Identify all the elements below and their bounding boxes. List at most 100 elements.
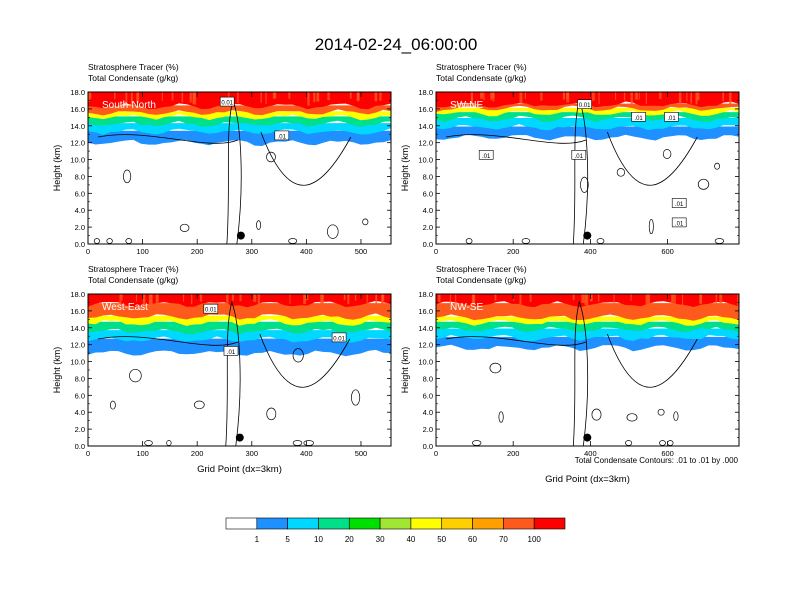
y-tick-label: 6.0 <box>75 189 85 198</box>
colorbar-swatch <box>533 517 566 530</box>
tracer-streak <box>191 294 193 305</box>
tracer-streak <box>313 92 316 103</box>
contour-footnote: Total Condensate Contours: .01 to .01 by… <box>575 456 739 465</box>
tracer-streak <box>566 92 569 100</box>
tracer-streak <box>327 92 330 101</box>
y-tick-label: 4.0 <box>75 408 85 417</box>
tracer-streak <box>540 92 543 101</box>
condensate-contour <box>97 134 239 144</box>
tracer-streak <box>586 294 589 308</box>
tracer-streak <box>678 92 682 105</box>
tracer-streak <box>638 92 640 100</box>
tracer-streak <box>645 294 649 305</box>
tracer-streak <box>562 92 565 100</box>
tracer-streak <box>288 92 291 99</box>
contour-label-box <box>571 150 587 160</box>
y-tick-label: 10.0 <box>418 358 433 367</box>
contour-label: .01 <box>278 134 287 140</box>
tracer-band-20 <box>88 321 391 335</box>
tracer-streak <box>265 92 267 104</box>
colorbar-swatch <box>225 517 258 530</box>
tracer-streak <box>598 294 600 302</box>
condensate-contour <box>498 411 504 423</box>
condensate-contour <box>351 389 361 406</box>
panel-subtitle-condensate: Total Condensate (g/kg) <box>436 73 526 83</box>
contour-label-box <box>331 332 347 343</box>
contour-label-box <box>274 130 290 141</box>
tracer-streak <box>289 294 291 304</box>
y-tick-label: 0.0 <box>423 442 433 451</box>
tracer-streak <box>671 294 675 303</box>
condensate-contour <box>266 407 277 421</box>
tracer-streak <box>253 294 257 302</box>
panels: Stratosphere Tracer (%)Total Condensate … <box>52 62 740 485</box>
contour-label: 0.01 <box>221 101 233 107</box>
y-tick-label: 10.0 <box>70 358 85 367</box>
y-axis-label: Height (km) <box>400 347 410 394</box>
tracer-streak <box>589 294 593 302</box>
tracer-streak <box>354 294 357 301</box>
condensate-contour <box>260 131 352 186</box>
plot-area <box>436 294 739 446</box>
colorbar-label: 5 <box>285 535 290 544</box>
colorbar-label: 20 <box>345 535 354 544</box>
panel-label: SW-NE <box>450 100 483 111</box>
tracer-streak <box>357 92 359 100</box>
x-tick-label: 100 <box>136 449 149 458</box>
tracer-streak <box>343 294 346 301</box>
condensate-contour <box>362 218 369 226</box>
tracer-streak <box>119 294 122 307</box>
contour-label-box <box>203 303 219 314</box>
tracer-streak <box>381 294 384 304</box>
y-tick-label: 10.0 <box>418 156 433 165</box>
tracer-streak <box>199 294 203 302</box>
contour-label-box <box>631 112 646 122</box>
contour-label: .01 <box>667 116 676 122</box>
y-tick-label: 12.0 <box>418 139 433 148</box>
chart-panel-2: Stratosphere Tracer (%)Total Condensate … <box>400 62 740 256</box>
x-tick-label: 200 <box>191 449 204 458</box>
condensate-contour <box>97 336 239 346</box>
panel-subtitle-condensate: Total Condensate (g/kg) <box>88 73 178 83</box>
tracer-streak <box>470 92 473 104</box>
tracer-streak <box>88 92 90 102</box>
plot-area: 0.01 .01 <box>88 92 391 244</box>
tracer-band-20 <box>436 321 739 333</box>
panel-label: South-North <box>102 100 156 111</box>
colorbar-label: 60 <box>468 535 477 544</box>
tracer-streak <box>125 92 128 105</box>
chart-panel-3: Stratosphere Tracer (%)Total Condensate … <box>52 264 392 475</box>
tracer-streak <box>635 92 638 100</box>
tracer-streak <box>699 294 702 305</box>
x-tick-label: 0 <box>86 449 90 458</box>
panel-subtitle-condensate: Total Condensate (g/kg) <box>88 275 178 285</box>
condensate-contour <box>266 151 276 163</box>
plot-area: 0.01 .01 .01 .01 .01 .01 .01 <box>436 92 739 244</box>
x-tick-label: 0 <box>86 247 90 256</box>
colorbar-label: 40 <box>406 535 415 544</box>
tracer-streak <box>193 92 197 105</box>
panel-subtitle-tracer: Stratosphere Tracer (%) <box>88 264 179 274</box>
colorbar-swatch <box>256 517 288 530</box>
y-tick-label: 8.0 <box>423 374 433 383</box>
tracer-band-10 <box>88 123 391 135</box>
contour-label: 0.01 <box>205 308 217 314</box>
tracer-band-5 <box>436 126 739 141</box>
condensate-contour <box>259 333 351 388</box>
tracer-streak <box>722 92 724 102</box>
y-tick-label: 4.0 <box>423 408 433 417</box>
condensate-contour <box>606 333 698 388</box>
tracer-streak <box>519 92 523 104</box>
tracer-streak <box>307 92 310 106</box>
tracer-band-50 <box>436 316 739 326</box>
tracer-streak <box>183 294 185 302</box>
contour-label: .01 <box>675 202 684 208</box>
condensate-contour <box>445 336 587 346</box>
panel-subtitle-tracer: Stratosphere Tracer (%) <box>436 62 527 72</box>
colorbar-label: 1 <box>255 535 260 544</box>
y-tick-label: 16.0 <box>70 105 85 114</box>
colorbar-label: 50 <box>437 535 446 544</box>
y-tick-label: 14.0 <box>70 324 85 333</box>
tracer-streak <box>647 294 651 305</box>
